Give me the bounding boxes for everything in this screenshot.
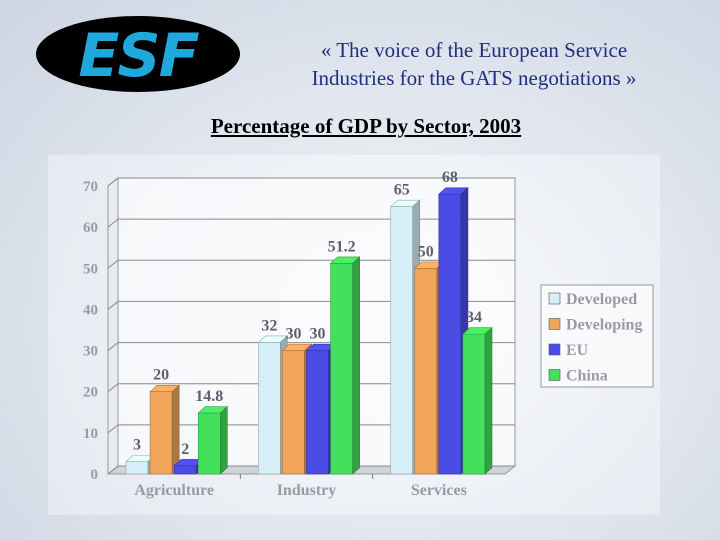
data-label: 32 [261,317,277,334]
bar-front [149,391,173,475]
bar-front [414,267,438,475]
x-category-label: Services [411,482,467,499]
gridline [107,218,515,228]
y-tick-label: 50 [83,261,98,277]
legend-label: Developed [566,291,637,308]
bar-front [173,465,197,475]
y-tick-label: 40 [83,302,98,318]
legend-label: EU [566,342,589,359]
bar-front [197,412,221,475]
data-label: 30 [285,326,301,343]
data-label: 51.2 [328,238,356,255]
data-label: 65 [394,182,410,199]
data-label: 50 [418,243,434,260]
bar-side [484,327,493,475]
bar-front [438,193,462,475]
y-tick-label: 30 [83,344,98,360]
legend-label: China [566,368,608,385]
x-category-label: Agriculture [134,482,214,499]
esf-logo: ESF [36,16,240,92]
data-label: 68 [442,169,458,186]
data-label: 30 [310,326,326,343]
gridline [107,342,515,351]
bars [125,187,493,475]
data-label: 34 [466,309,482,326]
axes: 0 10 20 30 40 50 60 70 Agriculture Industry Servic… [83,179,467,499]
bar [197,406,229,475]
gridline [107,424,515,434]
y-tick-label: 0 [91,467,99,483]
gridline [107,259,515,269]
bar-front [306,350,329,475]
data-labels: 3 20 2 14.8 32 30 30 51.2 65 50 68 34 [133,169,482,458]
tagline: « The voice of the European Service Indu… [276,36,672,92]
bar [462,327,493,475]
bar-side [171,384,180,475]
legend: Developed Developing EU China [540,284,654,388]
legend-label: Developing [566,317,642,334]
gridline [107,177,515,187]
bar-front [462,333,486,475]
gridline [107,383,515,393]
legend-swatch [548,343,561,356]
y-tick-label: 70 [83,179,98,195]
plot-side-wall [107,176,119,476]
bar-side [352,256,360,475]
gridline [107,300,515,310]
y-tick-label: 10 [83,426,98,442]
legend-swatch [548,292,561,305]
x-category-label: Industry [277,482,337,499]
bar-side [220,406,228,475]
chart-title: Percentage of GDP by Sector, 2003 [210,114,522,138]
gridline [107,465,515,475]
tagline-line-2: Industries for the GATS negotiations » [311,66,637,90]
bar-front [258,342,281,475]
legend-swatch [548,318,561,330]
tagline-line-1: « The voice of the European Service [320,38,628,62]
svg-text:ESF: ESF [78,21,199,91]
y-tick-label: 60 [83,220,98,236]
data-label: 14.8 [195,388,223,405]
bar [149,384,180,475]
bar-front [125,461,149,475]
bar [329,256,361,475]
legend-swatch [548,369,561,381]
data-label: 3 [133,437,141,454]
data-label: 2 [181,441,189,458]
bar-front [330,263,353,475]
bar-front [282,350,305,475]
y-tick-label: 20 [83,385,98,401]
data-label: 20 [153,367,169,384]
bar-front [390,206,414,475]
